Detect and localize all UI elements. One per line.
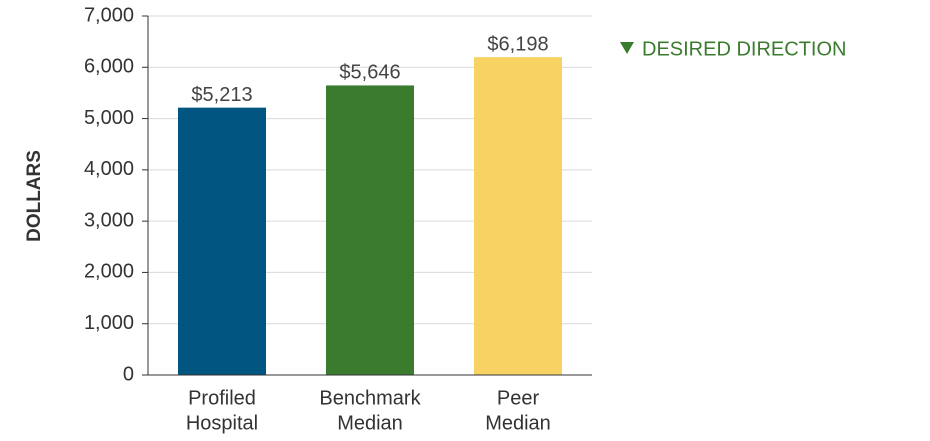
bar [474, 57, 562, 376]
x-tick-label: Hospital [186, 412, 258, 434]
value-label: $5,646 [339, 62, 400, 84]
bar [326, 85, 414, 375]
y-tick-label: 4,000 [84, 158, 134, 180]
x-tick-label: Peer [497, 387, 540, 409]
y-axis-label: DOLLARS [24, 150, 45, 242]
x-tick-label: Median [337, 412, 403, 434]
x-tick-label: Profiled [188, 387, 256, 409]
y-tick-label: 5,000 [84, 107, 134, 129]
x-tick-label: Benchmark [319, 387, 421, 409]
value-label: $5,213 [191, 84, 252, 106]
direction-marker [620, 42, 634, 54]
y-tick-label: 2,000 [84, 261, 134, 283]
x-tick-label: Median [485, 412, 551, 434]
y-tick-label: 1,000 [84, 312, 134, 334]
value-label: $6,198 [487, 33, 548, 55]
y-tick-label: 6,000 [84, 56, 134, 78]
annotation: DESIRED DIRECTION [642, 38, 846, 60]
y-tick-label: 3,000 [84, 209, 134, 231]
bar [178, 107, 266, 375]
y-tick-label: 0 [123, 363, 134, 385]
y-tick-label: 7,000 [84, 4, 134, 26]
